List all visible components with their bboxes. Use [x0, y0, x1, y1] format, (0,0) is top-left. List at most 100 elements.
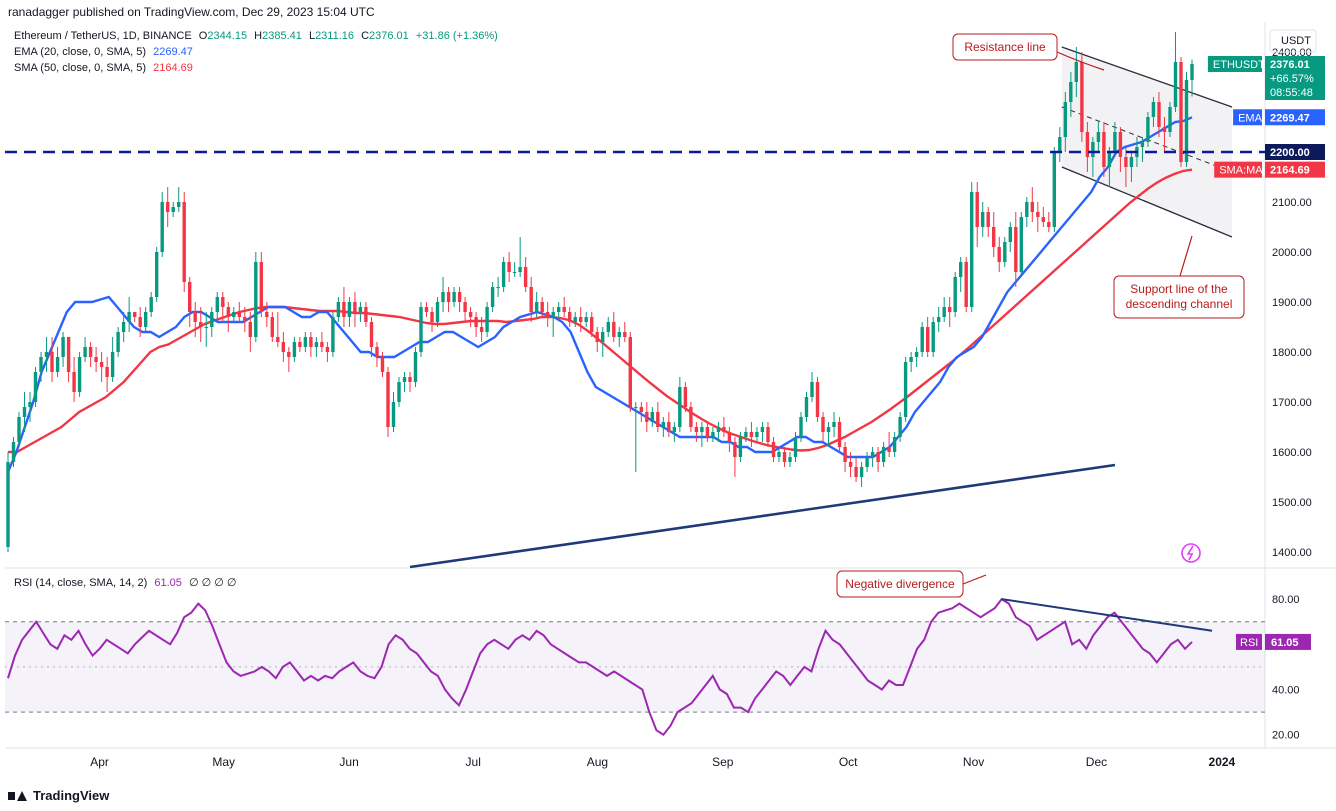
- candle-body[interactable]: [116, 332, 120, 352]
- candle-body[interactable]: [292, 342, 297, 357]
- candle-body[interactable]: [959, 262, 963, 277]
- candle-body[interactable]: [788, 457, 792, 462]
- candle-body[interactable]: [1151, 102, 1156, 117]
- candle-body[interactable]: [760, 427, 765, 432]
- candle-body[interactable]: [1184, 80, 1189, 162]
- ema-20-line[interactable]: [6, 116, 1193, 473]
- candle-body[interactable]: [1003, 242, 1007, 262]
- rsi-line[interactable]: [7, 597, 1193, 737]
- candle-body[interactable]: [672, 427, 676, 432]
- candle-body[interactable]: [766, 427, 770, 442]
- candle-body[interactable]: [347, 302, 352, 317]
- candle-body[interactable]: [1102, 132, 1106, 167]
- candle-body[interactable]: [331, 317, 335, 352]
- candle-body[interactable]: [265, 312, 269, 317]
- candle-body[interactable]: [540, 302, 544, 312]
- candle-body[interactable]: [17, 417, 21, 442]
- candle-body[interactable]: [1096, 132, 1101, 142]
- candle-body[interactable]: [133, 312, 137, 317]
- candle-body[interactable]: [804, 397, 809, 417]
- candle-body[interactable]: [386, 372, 390, 427]
- candle-body[interactable]: [970, 192, 974, 307]
- candle-body[interactable]: [88, 347, 93, 357]
- candle-body[interactable]: [248, 322, 252, 337]
- candle-body[interactable]: [705, 427, 710, 437]
- candle-body[interactable]: [375, 347, 379, 357]
- candle-body[interactable]: [177, 202, 181, 207]
- candle-body[interactable]: [931, 322, 935, 352]
- candle-body[interactable]: [468, 312, 473, 317]
- candle-body[interactable]: [914, 352, 919, 357]
- candle-body[interactable]: [364, 307, 368, 322]
- candle-body[interactable]: [226, 307, 230, 317]
- sma-50-line[interactable]: [8, 168, 1193, 454]
- candle-body[interactable]: [523, 267, 528, 287]
- candle-body[interactable]: [826, 427, 831, 432]
- candle-body[interactable]: [446, 292, 451, 302]
- candle-body[interactable]: [887, 447, 891, 452]
- ascending-trendline[interactable]: [409, 463, 1116, 569]
- candle-body[interactable]: [1025, 202, 1029, 217]
- candle-body[interactable]: [981, 212, 985, 227]
- candle-body[interactable]: [948, 307, 952, 312]
- candle-body[interactable]: [650, 412, 654, 422]
- candle-body[interactable]: [99, 362, 104, 367]
- candle-body[interactable]: [1140, 142, 1145, 147]
- candle-body[interactable]: [1168, 107, 1172, 132]
- candle-body[interactable]: [683, 387, 688, 407]
- candle-body[interactable]: [975, 192, 979, 227]
- candle-body[interactable]: [546, 312, 550, 317]
- candle-body[interactable]: [964, 262, 968, 307]
- candle-body[interactable]: [777, 452, 781, 457]
- candle-body[interactable]: [749, 432, 754, 437]
- candle-body[interactable]: [909, 357, 913, 362]
- candle-body[interactable]: [171, 207, 175, 212]
- candle-body[interactable]: [727, 432, 732, 442]
- candle-body[interactable]: [1085, 132, 1090, 157]
- candle-body[interactable]: [1162, 127, 1167, 132]
- candle-body[interactable]: [479, 327, 484, 332]
- rsi-divergence-line[interactable]: [1001, 598, 1213, 632]
- candle-body[interactable]: [1146, 117, 1150, 142]
- candle-body[interactable]: [667, 422, 671, 432]
- candle-body[interactable]: [1008, 227, 1012, 242]
- candle-body[interactable]: [215, 297, 219, 312]
- candle-body[interactable]: [485, 307, 489, 332]
- candle-body[interactable]: [336, 302, 341, 317]
- candle-body[interactable]: [881, 447, 886, 462]
- resistance-callout-box[interactable]: [952, 33, 1058, 61]
- candle-body[interactable]: [210, 312, 214, 327]
- candle-body[interactable]: [298, 342, 302, 347]
- candle-body[interactable]: [573, 317, 577, 322]
- candle-body[interactable]: [1019, 217, 1023, 272]
- candle-body[interactable]: [44, 352, 49, 357]
- candle-body[interactable]: [1107, 152, 1112, 167]
- candle-body[interactable]: [557, 307, 561, 312]
- candle-body[interactable]: [870, 452, 875, 457]
- candle-body[interactable]: [413, 352, 418, 382]
- candle-body[interactable]: [590, 317, 594, 332]
- candle-body[interactable]: [320, 342, 324, 347]
- candle-body[interactable]: [457, 292, 462, 302]
- candle-body[interactable]: [1069, 82, 1073, 102]
- candle-body[interactable]: [254, 262, 258, 337]
- candle-body[interactable]: [656, 412, 660, 427]
- candle-body[interactable]: [986, 212, 990, 227]
- candle-body[interactable]: [639, 407, 643, 412]
- candle-body[interactable]: [66, 337, 71, 372]
- candle-body[interactable]: [22, 407, 27, 417]
- candle-body[interactable]: [1014, 227, 1018, 272]
- candle-body[interactable]: [584, 317, 588, 322]
- candle-body[interactable]: [435, 302, 440, 322]
- candle-body[interactable]: [562, 307, 566, 312]
- candle-body[interactable]: [11, 442, 16, 462]
- candle-body[interactable]: [325, 347, 330, 352]
- candle-body[interactable]: [6, 462, 10, 547]
- candle-body[interactable]: [1041, 217, 1045, 222]
- candle-body[interactable]: [121, 322, 126, 332]
- candle-body[interactable]: [33, 372, 38, 402]
- candle-body[interactable]: [193, 312, 197, 322]
- currency-button[interactable]: [1269, 29, 1317, 53]
- candle-body[interactable]: [138, 317, 142, 327]
- candle-body[interactable]: [144, 312, 148, 327]
